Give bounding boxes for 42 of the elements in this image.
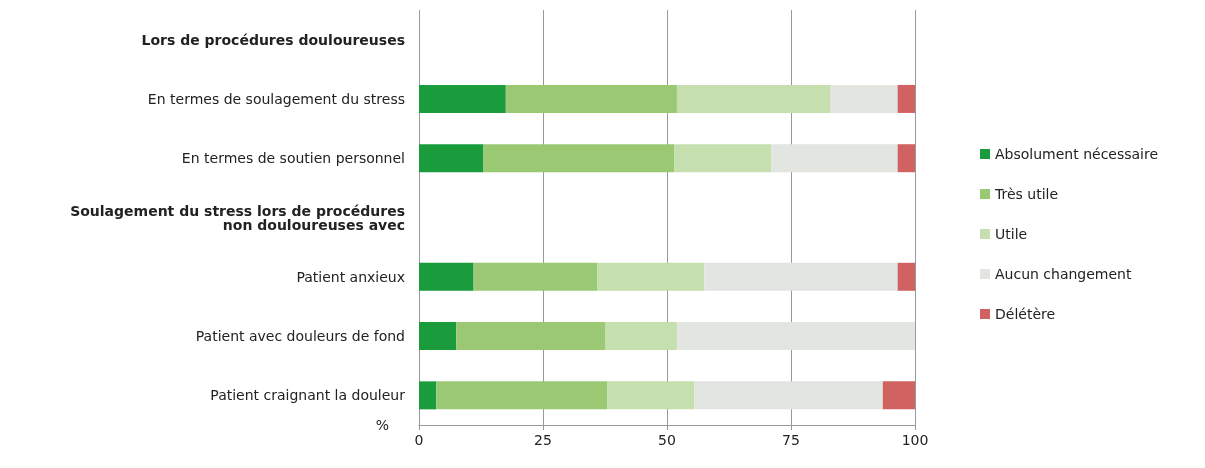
y-tick-label: En termes de soulagement du stress bbox=[147, 90, 405, 107]
legend-label: Aucun changement bbox=[995, 266, 1132, 282]
bar bbox=[436, 381, 608, 410]
bar bbox=[419, 381, 437, 410]
y-tick-label: Patient anxieux bbox=[296, 268, 405, 285]
bar bbox=[897, 84, 915, 113]
bar bbox=[419, 262, 474, 291]
bar bbox=[456, 322, 605, 351]
x-tick-label: 0 bbox=[414, 432, 424, 448]
bar bbox=[704, 262, 898, 291]
legend-label: Utile bbox=[995, 226, 1028, 242]
y-tick-label: Patient craignant la douleur bbox=[210, 387, 406, 404]
bar bbox=[597, 262, 705, 291]
y-tick-label: En termes de soutien personnel bbox=[181, 150, 405, 167]
x-tick-label: 100 bbox=[901, 432, 929, 448]
bar bbox=[605, 322, 677, 351]
legend-label: Très utile bbox=[994, 186, 1059, 202]
bar bbox=[676, 84, 831, 113]
x-axis-title: % bbox=[375, 417, 389, 433]
bar bbox=[674, 144, 772, 173]
bar bbox=[897, 262, 915, 291]
x-tick-label: 50 bbox=[658, 432, 676, 448]
y-tick-label: Lors de procédures douloureuses bbox=[141, 31, 405, 48]
bar bbox=[473, 262, 598, 291]
bar bbox=[505, 84, 677, 113]
legend-label: Absolument nécessaire bbox=[995, 146, 1159, 162]
bar bbox=[771, 144, 898, 173]
bar bbox=[419, 322, 457, 351]
x-tick-label: 75 bbox=[782, 432, 800, 448]
bar bbox=[897, 144, 915, 173]
bar bbox=[676, 322, 915, 351]
bar bbox=[419, 144, 484, 173]
y-tick-label: Patient avec douleurs de fond bbox=[195, 328, 405, 345]
bar bbox=[694, 381, 883, 410]
bar bbox=[830, 84, 898, 113]
bar bbox=[419, 84, 506, 113]
x-tick-label: 25 bbox=[534, 432, 552, 448]
legend-label: Délétère bbox=[995, 306, 1056, 322]
bar bbox=[483, 144, 675, 173]
y-tick-label: Soulagement du stress lors de procédures non douloureuses avec bbox=[70, 202, 405, 233]
bar bbox=[607, 381, 695, 410]
bar bbox=[882, 381, 915, 410]
